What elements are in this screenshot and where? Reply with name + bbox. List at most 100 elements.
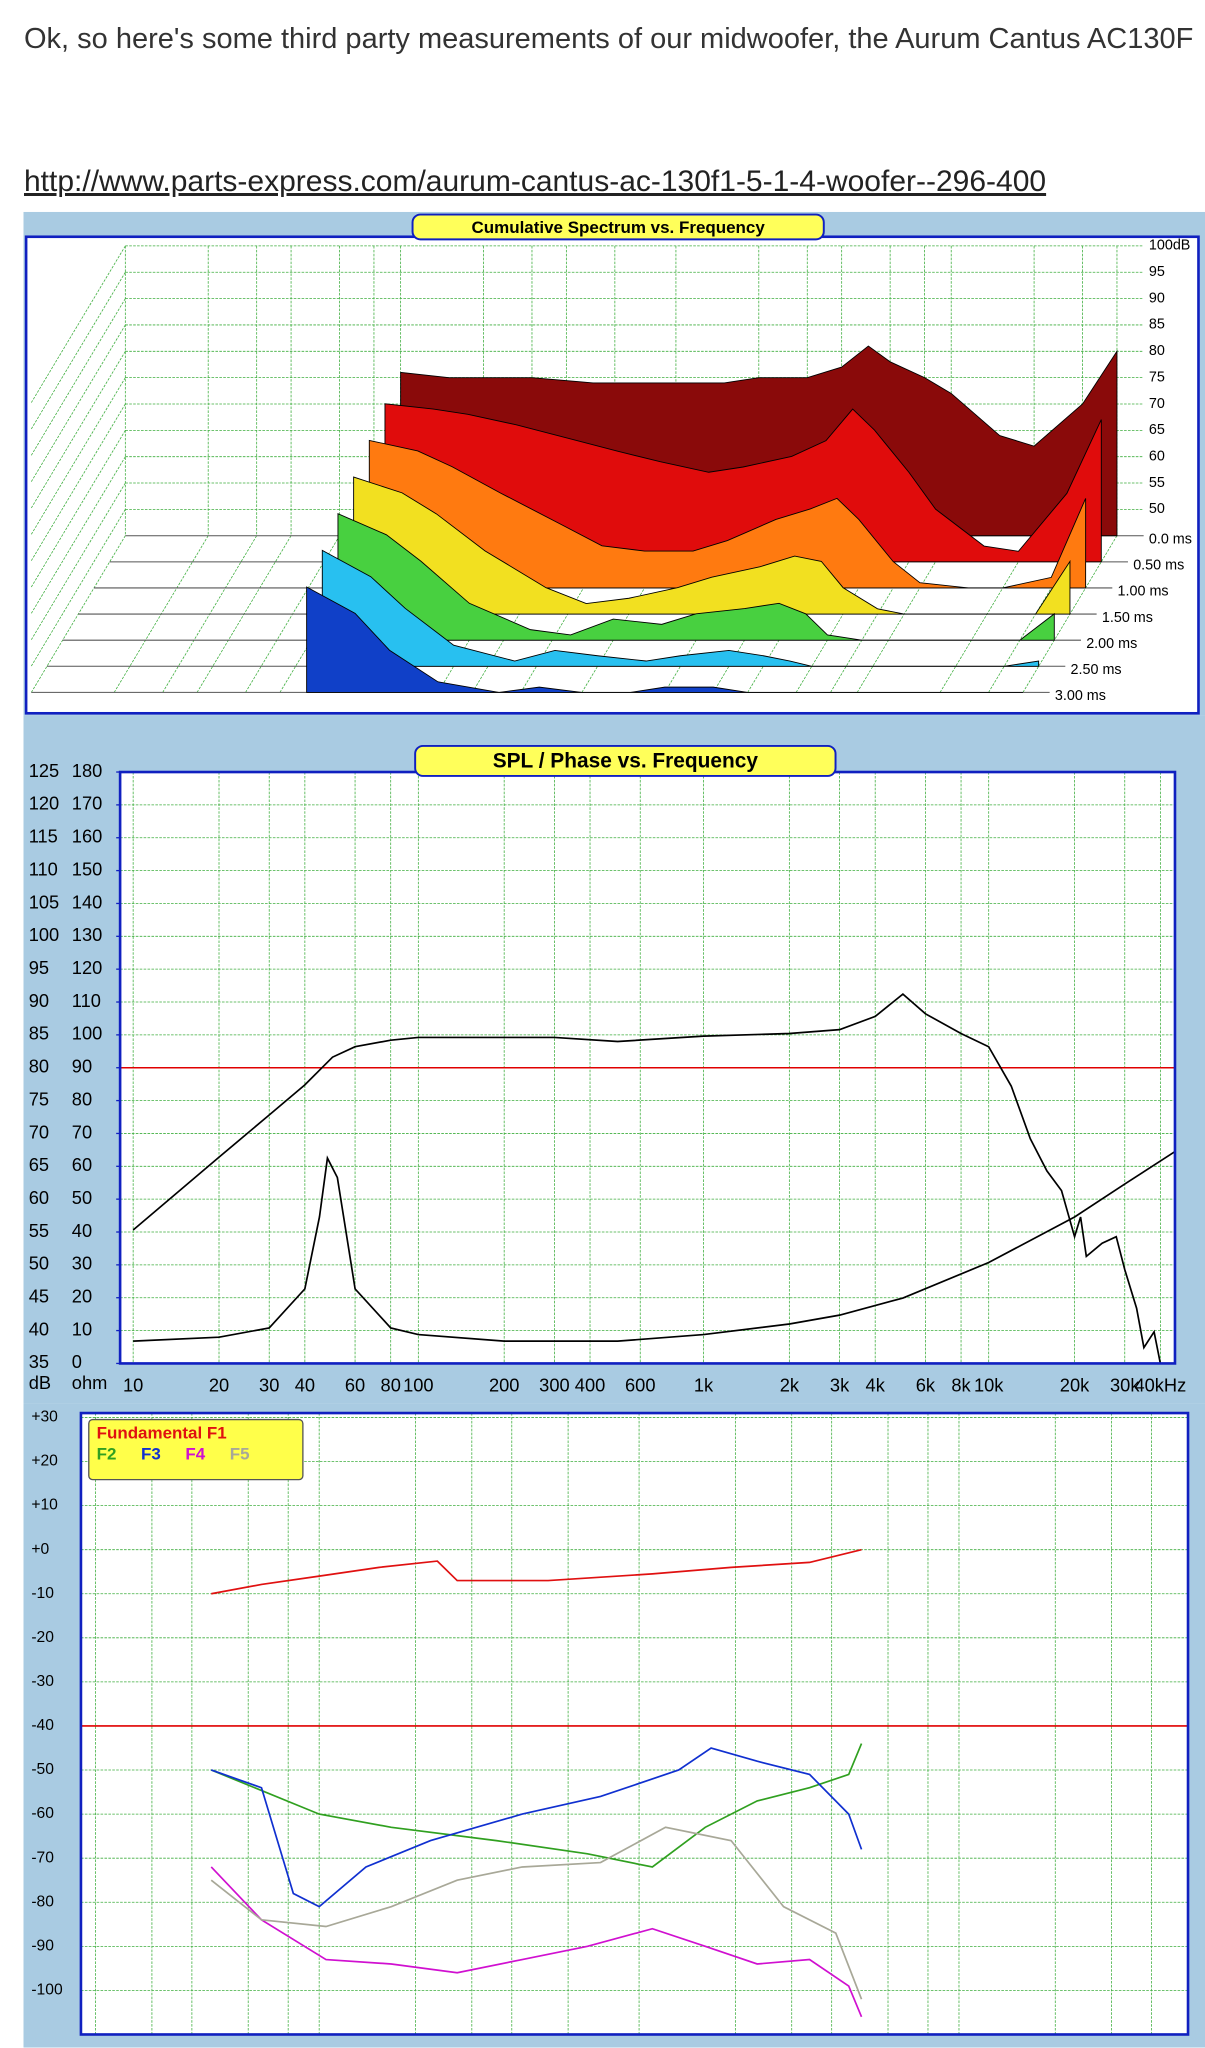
y2-tick-label: 60 bbox=[72, 1154, 92, 1175]
grid-line bbox=[30, 298, 126, 456]
y-tick-label: -40 bbox=[31, 1717, 54, 1734]
y-tick-label: 115 bbox=[29, 826, 58, 847]
title-box bbox=[411, 213, 825, 241]
y-tick-label: 65 bbox=[1149, 422, 1165, 438]
y2-tick-label: 90 bbox=[72, 1056, 92, 1077]
y-tick-label: 95 bbox=[29, 957, 49, 978]
y-tick-label: 110 bbox=[29, 858, 58, 879]
grid-line bbox=[30, 509, 126, 667]
y2-tick-label: 0 bbox=[72, 1351, 82, 1372]
y-tick-label: 65 bbox=[29, 1154, 49, 1175]
x-tick-label: 40 bbox=[295, 1375, 315, 1396]
y-tick-label: 85 bbox=[1149, 317, 1165, 333]
y-tick-label: -70 bbox=[31, 1849, 54, 1866]
y-tick-label: -80 bbox=[31, 1893, 54, 1910]
x-tick-label: 400 bbox=[575, 1375, 605, 1396]
y-tick-label: 80 bbox=[29, 1056, 49, 1077]
spectrum-slice bbox=[384, 403, 1102, 563]
x-tick-label: 20k bbox=[1060, 1375, 1090, 1396]
x-tick-label: 200 bbox=[489, 1375, 519, 1396]
y2-tick-label: 50 bbox=[72, 1187, 92, 1208]
y-unit: dB bbox=[29, 1372, 51, 1393]
y-tick-label: +0 bbox=[31, 1541, 49, 1558]
z-tick-label: 2.00 ms bbox=[1086, 636, 1137, 652]
y-tick-label: 85 bbox=[29, 1023, 49, 1044]
y-tick-label: +10 bbox=[31, 1497, 58, 1514]
y2-unit: ohm bbox=[72, 1372, 108, 1393]
y-tick-label: 60 bbox=[1149, 448, 1165, 464]
chart-title: Cumulative Spectrum vs. Frequency bbox=[472, 218, 766, 237]
y2-tick-label: 120 bbox=[72, 957, 102, 978]
y-tick-label: 90 bbox=[1149, 290, 1165, 306]
y2-tick-label: 160 bbox=[72, 826, 102, 847]
grid-line bbox=[30, 324, 126, 482]
y-tick-label: 70 bbox=[1149, 396, 1165, 412]
legend-entry: Fundamental F1 bbox=[97, 1423, 227, 1442]
y-tick-label: 75 bbox=[1149, 369, 1165, 385]
y-tick-label: 125 bbox=[29, 760, 59, 781]
y-tick-label: 55 bbox=[29, 1220, 49, 1241]
x-tick-label: 10 bbox=[123, 1375, 143, 1396]
series-line bbox=[210, 1826, 863, 2000]
y2-tick-label: 70 bbox=[72, 1121, 92, 1142]
plot-border bbox=[79, 1411, 1190, 2036]
x-tick-label: 10k bbox=[974, 1375, 1004, 1396]
x-tick-label: 60 bbox=[345, 1375, 365, 1396]
plot-area bbox=[80, 1413, 1189, 2035]
series-line bbox=[132, 992, 1162, 1364]
y-tick-label: -20 bbox=[31, 1629, 54, 1646]
y-tick-label: -10 bbox=[31, 1585, 54, 1602]
y-tick-label: 55 bbox=[1149, 475, 1165, 491]
y2-tick-label: 20 bbox=[72, 1286, 92, 1307]
legend-entry: F3 bbox=[141, 1444, 161, 1463]
legend-entry: F4 bbox=[185, 1444, 205, 1463]
x-tick-label: 40kHz bbox=[1134, 1375, 1186, 1396]
y-tick-label: 75 bbox=[29, 1088, 49, 1109]
y2-tick-label: 30 bbox=[72, 1253, 92, 1274]
y-tick-label: +30 bbox=[31, 1409, 58, 1426]
series-line bbox=[133, 1150, 1176, 1342]
y2-tick-label: 100 bbox=[72, 1023, 102, 1044]
x-tick-label: 30k bbox=[1110, 1375, 1140, 1396]
y-unit: dB bbox=[31, 2047, 50, 2048]
y-tick-label: 80 bbox=[1149, 343, 1165, 359]
y-tick-label: 90 bbox=[29, 990, 49, 1011]
chart-title: SPL / Phase vs. Frequency bbox=[493, 750, 759, 773]
post-link[interactable]: http://www.parts-express.com/aurum-cantu… bbox=[24, 165, 1047, 198]
spectrum-slice bbox=[306, 586, 1023, 693]
x-tick-label: 300 bbox=[539, 1375, 569, 1396]
y-tick-label: 50 bbox=[29, 1253, 49, 1274]
y2-tick-label: 110 bbox=[72, 990, 101, 1011]
post-text: Ok, so here's some third party measureme… bbox=[24, 23, 1194, 55]
y-tick-label: 95 bbox=[1149, 264, 1165, 280]
y-tick-label: -90 bbox=[31, 1937, 54, 1954]
y2-tick-label: 10 bbox=[72, 1318, 92, 1339]
x-tick-label: 4k bbox=[866, 1375, 886, 1396]
z-tick-label: 0.0 ms bbox=[1149, 531, 1192, 547]
y2-tick-label: 80 bbox=[72, 1088, 92, 1109]
z-tick-label: 1.50 ms bbox=[1102, 610, 1153, 626]
series-line bbox=[210, 1743, 863, 1868]
z-tick-label: 1.00 ms bbox=[1118, 584, 1169, 600]
y2-tick-label: 150 bbox=[72, 858, 102, 879]
y2-tick-label: 130 bbox=[72, 924, 102, 945]
z-tick-label: 0.50 ms bbox=[1133, 558, 1184, 574]
y-tick-label: 60 bbox=[29, 1187, 49, 1208]
grid-line bbox=[30, 351, 126, 509]
spectrum-slice bbox=[368, 439, 1087, 589]
z-tick-label: 2.50 ms bbox=[1071, 662, 1122, 678]
y-tick-label: -60 bbox=[31, 1805, 54, 1822]
y-tick-label: 50 bbox=[1149, 501, 1165, 517]
spectrum-slice bbox=[353, 476, 1071, 615]
y-tick-label: 100 bbox=[29, 924, 59, 945]
grid-line bbox=[30, 272, 126, 430]
x-tick-label: 80 bbox=[381, 1375, 401, 1396]
y-tick-label: -30 bbox=[31, 1673, 54, 1690]
y-tick-label: 35 bbox=[29, 1351, 49, 1372]
y-tick-label: 40 bbox=[29, 1318, 49, 1339]
grid-line bbox=[30, 245, 126, 403]
y-tick-label: 70 bbox=[29, 1121, 49, 1142]
x-tick-label: 6k bbox=[916, 1375, 936, 1396]
